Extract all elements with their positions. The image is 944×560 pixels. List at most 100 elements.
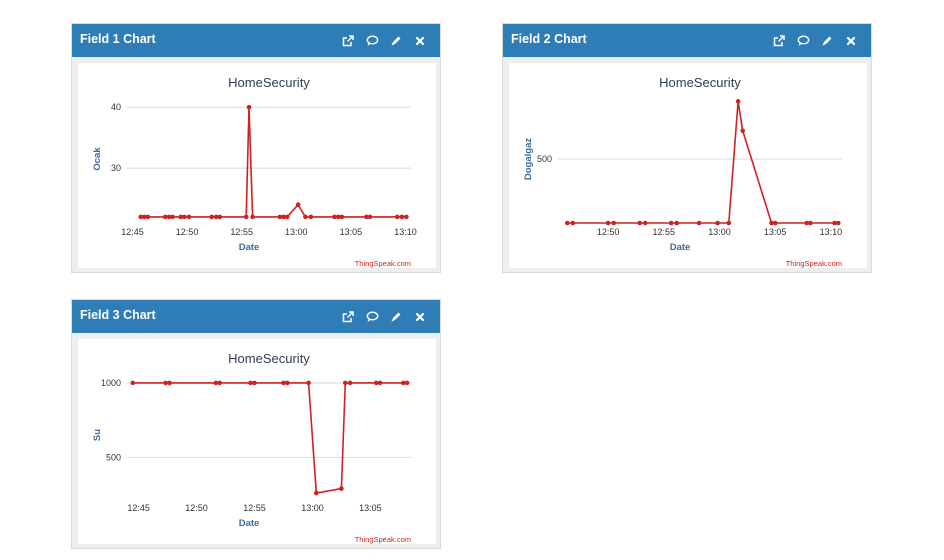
external-link-icon[interactable]: [336, 29, 360, 53]
y-tick-label: 30: [111, 163, 121, 173]
chart-title: HomeSecurity: [659, 75, 741, 90]
data-point: [332, 214, 337, 220]
data-point: [715, 220, 720, 226]
y-axis-label: Su: [92, 429, 103, 441]
data-point: [166, 214, 172, 220]
data-point: [726, 220, 732, 226]
external-link-icon[interactable]: [336, 305, 360, 329]
data-point: [735, 99, 741, 104]
data-point: [401, 380, 406, 386]
x-tick-label: 12:55: [230, 227, 253, 237]
widget-toolbar: [336, 305, 432, 329]
data-point: [769, 220, 774, 226]
data-point: [364, 214, 369, 220]
data-point: [130, 380, 136, 386]
pencil-icon[interactable]: [384, 305, 408, 329]
data-point: [246, 104, 252, 110]
data-point: [404, 214, 409, 220]
close-icon[interactable]: [408, 305, 432, 329]
x-axis-label: Date: [239, 518, 260, 529]
data-point: [570, 220, 576, 226]
x-axis-label: Date: [670, 242, 691, 253]
data-point: [295, 202, 301, 207]
data-point: [303, 214, 308, 220]
data-point: [252, 380, 257, 386]
data-point: [674, 220, 680, 226]
data-point: [808, 220, 813, 226]
data-point: [395, 214, 400, 220]
widget-header: Field 1 Chart: [72, 24, 440, 57]
data-point: [213, 380, 219, 386]
data-point: [285, 380, 290, 386]
comment-icon[interactable]: [360, 29, 384, 53]
data-point: [167, 380, 172, 386]
data-point: [637, 220, 642, 226]
data-point: [182, 214, 187, 220]
data-point: [832, 220, 837, 226]
data-point: [243, 214, 249, 220]
data-point: [404, 380, 410, 386]
widget-toolbar: [336, 29, 432, 53]
x-tick-label: 12:55: [653, 227, 676, 237]
credit-label: ThingSpeak.com: [786, 259, 842, 268]
x-axis-label: Date: [239, 242, 260, 253]
data-point: [565, 220, 570, 226]
x-tick-label: 13:05: [359, 503, 382, 513]
external-link-icon[interactable]: [767, 29, 791, 53]
widget-header: Field 2 Chart: [503, 24, 871, 57]
x-tick-label: 12:45: [121, 227, 144, 237]
data-point: [217, 214, 223, 220]
data-point: [668, 220, 674, 226]
chart-area: HomeSecurity 500 1000 12:45 12:50 12:55 13:00 1…: [78, 339, 436, 544]
chart-area: HomeSecurity 500 12:50 12:55 13:00 13:05 13:10…: [509, 63, 867, 268]
x-tick-label: 12:55: [243, 503, 266, 513]
x-tick-label: 13:05: [340, 227, 363, 237]
data-point: [605, 220, 611, 226]
y-tick-label: 1000: [101, 378, 121, 388]
chart-title: HomeSecurity: [228, 75, 310, 90]
x-tick-label: 13:10: [820, 227, 843, 237]
comment-icon[interactable]: [791, 29, 815, 53]
x-tick-label: 12:50: [185, 503, 208, 513]
data-point: [335, 214, 341, 220]
data-point: [339, 214, 345, 220]
close-icon[interactable]: [408, 29, 432, 53]
data-point: [343, 380, 348, 386]
series-line: [132, 382, 408, 494]
data-point: [611, 220, 616, 226]
pencil-icon[interactable]: [815, 29, 839, 53]
y-tick-label: 40: [111, 102, 121, 112]
chart-area: HomeSecurity 30 40 12:45 12:50 12:55 13:00 13:0…: [78, 63, 436, 268]
data-point: [138, 214, 143, 220]
chart: HomeSecurity 500 1000 12:45 12:50 12:55 13:00 1…: [92, 351, 411, 544]
series-line: [567, 101, 839, 224]
x-tick-label: 13:00: [301, 503, 324, 513]
y-tick-label: 500: [537, 154, 552, 164]
widget-title: Field 2 Chart: [511, 32, 587, 46]
data-point: [740, 128, 745, 134]
x-tick-label: 13:00: [285, 227, 308, 237]
x-tick-label: 13:05: [764, 227, 787, 237]
data-point: [836, 220, 841, 226]
chart: HomeSecurity 30 40 12:45 12:50 12:55 13:00 13:0…: [92, 75, 417, 268]
data-point: [377, 380, 383, 386]
data-point: [281, 380, 286, 386]
data-point: [642, 220, 648, 226]
widget-title: Field 1 Chart: [80, 32, 156, 46]
widget-title: Field 3 Chart: [80, 308, 156, 322]
data-point: [696, 220, 702, 226]
comment-icon[interactable]: [360, 305, 384, 329]
data-point: [339, 486, 344, 491]
data-point: [399, 214, 405, 220]
field-3-widget: Field 3 Chart HomeSecurity 500 1000 12:45 12…: [71, 299, 441, 549]
credit-label: ThingSpeak.com: [355, 259, 411, 268]
x-tick-label: 12:50: [176, 227, 199, 237]
close-icon[interactable]: [839, 29, 863, 53]
pencil-icon[interactable]: [384, 29, 408, 53]
x-tick-label: 12:45: [127, 503, 150, 513]
credit-label: ThingSpeak.com: [355, 535, 411, 544]
y-axis-label: Ocak: [92, 147, 103, 171]
data-point: [170, 214, 175, 220]
y-tick-label: 500: [106, 452, 121, 462]
widget-header: Field 3 Chart: [72, 300, 440, 333]
